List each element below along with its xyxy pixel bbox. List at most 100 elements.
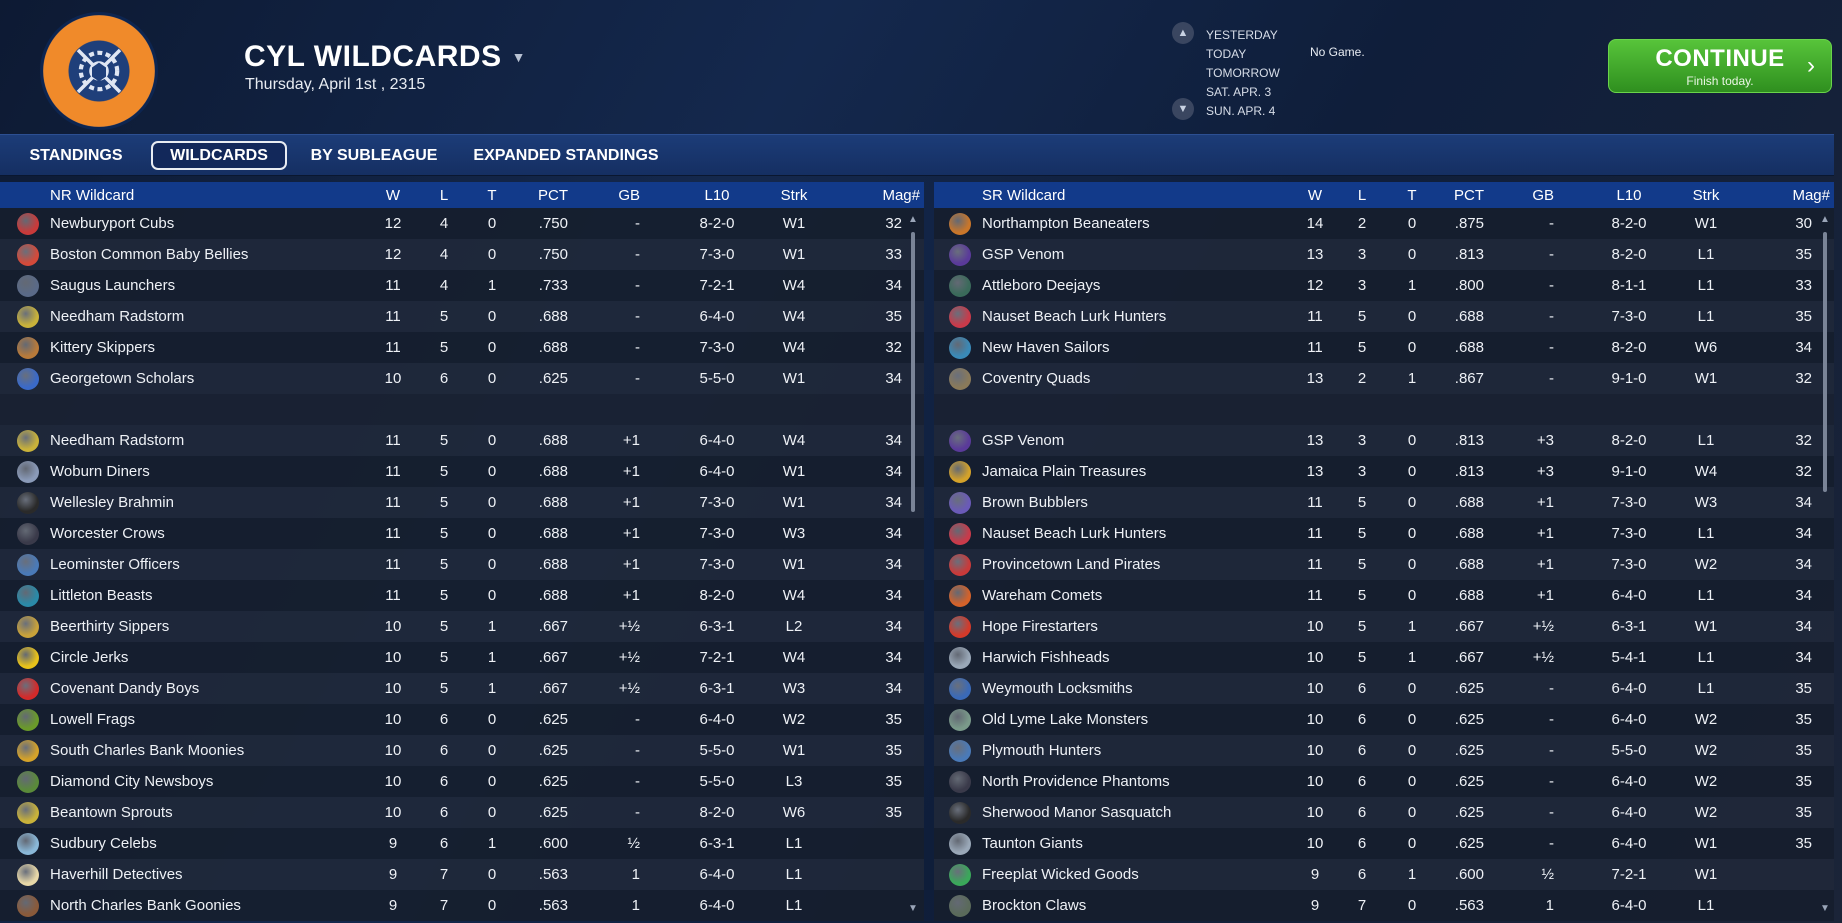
cell-team[interactable]: North Charles Bank Goonies xyxy=(50,897,241,914)
table-row[interactable]: Provincetown Land Pirates 11 5 0 .688 +1 7-3-0… xyxy=(934,549,1834,580)
continue-button[interactable]: CONTINUE Finish today. › xyxy=(1608,39,1832,93)
cell-team[interactable]: Covenant Dandy Boys xyxy=(50,680,200,697)
table-row[interactable]: Jamaica Plain Treasures 13 3 0 .813 +3 9-1-0 W4… xyxy=(934,456,1834,487)
cell-team[interactable]: Georgetown Scholars xyxy=(50,370,195,387)
cell-team[interactable]: Kittery Skippers xyxy=(50,339,156,356)
table-row[interactable]: Wellesley Brahmin 11 5 0 .688 +1 7-3-0 W1 34 xyxy=(0,487,924,518)
table-row[interactable]: Brown Bubblers 11 5 0 .688 +1 7-3-0 W3 34 xyxy=(934,487,1834,518)
header-l[interactable]: L xyxy=(1357,186,1367,204)
table-row[interactable]: Littleton Beasts 11 5 0 .688 +1 8-2-0 W4 34 xyxy=(0,580,924,611)
header-l10[interactable]: L10 xyxy=(704,186,730,204)
table-row[interactable]: Weymouth Locksmiths 10 6 0 .625 - 6-4-0 L1 35 xyxy=(934,673,1834,704)
cell-team[interactable]: Woburn Diners xyxy=(50,463,150,480)
cell-team[interactable]: Diamond City Newsboys xyxy=(50,773,214,790)
table-row[interactable]: Brockton Claws 9 7 0 .563 1 6-4-0 L1 xyxy=(934,890,1834,921)
header-gb[interactable]: GB xyxy=(1532,186,1554,204)
table-row[interactable]: Attleboro Deejays 12 3 1 .800 - 8-1-1 L1 33 xyxy=(934,270,1834,301)
header-gb[interactable]: GB xyxy=(618,186,640,204)
table-row[interactable]: Lowell Frags 10 6 0 .625 - 6-4-0 W2 35 xyxy=(0,704,924,735)
header-strk[interactable]: Strk xyxy=(780,186,808,204)
cell-team[interactable]: Plymouth Hunters xyxy=(982,742,1102,759)
scroll-down-icon[interactable]: ▼ xyxy=(1820,902,1830,914)
table-row[interactable]: Woburn Diners 11 5 0 .688 +1 6-4-0 W1 34 xyxy=(0,456,924,487)
cell-team[interactable]: New Haven Sailors xyxy=(982,339,1110,356)
table-row[interactable]: South Charles Bank Moonies 10 6 0 .625 - 5-5-0… xyxy=(0,735,924,766)
table-row[interactable]: Covenant Dandy Boys 10 5 1 .667 +½ 6-3-1 W3 34 xyxy=(0,673,924,704)
table-row[interactable]: Plymouth Hunters 10 6 0 .625 - 5-5-0 W2 35 xyxy=(934,735,1834,766)
header-mag[interactable]: Mag# xyxy=(882,186,920,204)
table-row[interactable]: Circle Jerks 10 5 1 .667 +½ 7-2-1 W4 34 xyxy=(0,642,924,673)
table-row[interactable]: Hope Firestarters 10 5 1 .667 +½ 6-3-1 W1 34 xyxy=(934,611,1834,642)
cell-team[interactable]: Provincetown Land Pirates xyxy=(982,556,1161,573)
day-down-arrow-icon[interactable]: ▼ xyxy=(1172,98,1194,120)
table-row[interactable]: Saugus Launchers 11 4 1 .733 - 7-2-1 W4 34 xyxy=(0,270,924,301)
header-l10[interactable]: L10 xyxy=(1616,186,1642,204)
table-row[interactable]: Haverhill Detectives 9 7 0 .563 1 6-4-0 L1 xyxy=(0,859,924,890)
cell-team[interactable]: Sudbury Celebs xyxy=(50,835,157,852)
table-row[interactable]: Kittery Skippers 11 5 0 .688 - 7-3-0 W4 32 xyxy=(0,332,924,363)
cell-team[interactable]: Attleboro Deejays xyxy=(982,277,1101,294)
table-row[interactable]: Beantown Sprouts 10 6 0 .625 - 8-2-0 W6 35 xyxy=(0,797,924,828)
header-strk[interactable]: Strk xyxy=(1692,186,1720,204)
scrollbar[interactable]: ▲ ▼ xyxy=(1818,212,1832,923)
cell-team[interactable]: Sherwood Manor Sasquatch xyxy=(982,804,1172,821)
cell-team[interactable]: GSP Venom xyxy=(982,432,1065,449)
header-t[interactable]: T xyxy=(487,186,497,204)
day-item-today[interactable]: TODAY xyxy=(1206,47,1247,61)
table-row[interactable]: Leominster Officers 11 5 0 .688 +1 7-3-0 W1 34 xyxy=(0,549,924,580)
scroll-down-icon[interactable]: ▼ xyxy=(908,902,918,914)
cell-team[interactable]: Haverhill Detectives xyxy=(50,866,183,883)
cell-team[interactable]: Leominster Officers xyxy=(50,556,180,573)
cell-team[interactable]: Brown Bubblers xyxy=(982,494,1088,511)
table-row[interactable]: Sudbury Celebs 9 6 1 .600 ½ 6-3-1 L1 xyxy=(0,828,924,859)
tab-expanded-standings[interactable]: EXPANDED STANDINGS xyxy=(473,146,659,164)
day-item[interactable]: SAT. APR. 3 xyxy=(1206,85,1272,99)
cell-team[interactable]: Freeplat Wicked Goods xyxy=(982,866,1139,883)
table-row[interactable]: Nauset Beach Lurk Hunters 11 5 0 .688 - 7-3-0 L… xyxy=(934,301,1834,332)
cell-team[interactable]: Nauset Beach Lurk Hunters xyxy=(982,308,1167,325)
cell-team[interactable]: Weymouth Locksmiths xyxy=(982,680,1133,697)
cell-team[interactable]: Brockton Claws xyxy=(982,897,1087,914)
tab-wildcards[interactable]: WILDCARDS xyxy=(151,141,287,170)
cell-team[interactable]: Wellesley Brahmin xyxy=(50,494,174,511)
chevron-down-icon[interactable]: ▼ xyxy=(511,49,526,65)
cell-team[interactable]: Lowell Frags xyxy=(50,711,136,728)
table-row[interactable]: New Haven Sailors 11 5 0 .688 - 8-2-0 W6 34 xyxy=(934,332,1834,363)
table-row[interactable]: Needham Radstorm 11 5 0 .688 - 6-4-0 W4 35 xyxy=(0,301,924,332)
cell-team[interactable]: Taunton Giants xyxy=(982,835,1083,852)
table-row[interactable]: Diamond City Newsboys 10 6 0 .625 - 5-5-0 L3 35 xyxy=(0,766,924,797)
table-row[interactable]: Worcester Crows 11 5 0 .688 +1 7-3-0 W3 34 xyxy=(0,518,924,549)
cell-team[interactable]: Coventry Quads xyxy=(982,370,1091,387)
cell-team[interactable]: Old Lyme Lake Monsters xyxy=(982,711,1149,728)
cell-team[interactable]: Hope Firestarters xyxy=(982,618,1098,635)
cell-team[interactable]: Northampton Beaneaters xyxy=(982,215,1150,232)
cell-team[interactable]: Worcester Crows xyxy=(50,525,165,542)
table-row[interactable]: Needham Radstorm 11 5 0 .688 +1 6-4-0 W4 34 xyxy=(0,425,924,456)
scroll-up-icon[interactable]: ▲ xyxy=(1820,213,1830,225)
table-row[interactable]: Freeplat Wicked Goods 9 6 1 .600 ½ 7-2-1 W1 xyxy=(934,859,1834,890)
day-item[interactable]: YESTERDAY xyxy=(1206,28,1278,42)
cell-team[interactable]: Needham Radstorm xyxy=(50,432,185,449)
header-w[interactable]: W xyxy=(385,186,401,204)
table-row[interactable]: Old Lyme Lake Monsters 10 6 0 .625 - 6-4-0 W2 35 xyxy=(934,704,1834,735)
tab-by-subleague[interactable]: BY SUBLEAGUE xyxy=(310,146,438,164)
header-t[interactable]: T xyxy=(1407,186,1417,204)
table-row[interactable]: GSP Venom 13 3 0 .813 +3 8-2-0 L1 32 xyxy=(934,425,1834,456)
cell-team[interactable]: Boston Common Baby Bellies xyxy=(50,246,249,263)
table-row[interactable]: Sherwood Manor Sasquatch 10 6 0 .625 - 6-4-0 W2… xyxy=(934,797,1834,828)
scroll-thumb[interactable] xyxy=(1823,232,1827,492)
scroll-up-icon[interactable]: ▲ xyxy=(908,213,918,225)
cell-team[interactable]: Wareham Comets xyxy=(982,587,1103,604)
table-row[interactable]: Newburyport Cubs 12 4 0 .750 - 8-2-0 W1 32 xyxy=(0,208,924,239)
table-row[interactable]: Boston Common Baby Bellies 12 4 0 .750 - 7-3-0… xyxy=(0,239,924,270)
cell-team[interactable]: Beerthirty Sippers xyxy=(50,618,170,635)
table-row[interactable]: Harwich Fishheads 10 5 1 .667 +½ 5-4-1 L1 34 xyxy=(934,642,1834,673)
scroll-thumb[interactable] xyxy=(911,232,915,512)
tab-standings[interactable]: STANDINGS xyxy=(29,146,123,164)
table-row[interactable]: Wareham Comets 11 5 0 .688 +1 6-4-0 L1 34 xyxy=(934,580,1834,611)
cell-team[interactable]: Needham Radstorm xyxy=(50,308,185,325)
cell-team[interactable]: Newburyport Cubs xyxy=(50,215,175,232)
day-item[interactable]: SUN. APR. 4 xyxy=(1206,104,1276,118)
table-row[interactable]: Taunton Giants 10 6 0 .625 - 6-4-0 W1 35 xyxy=(934,828,1834,859)
table-row[interactable]: North Charles Bank Goonies 9 7 0 .563 1 6-4-0 L… xyxy=(0,890,924,921)
